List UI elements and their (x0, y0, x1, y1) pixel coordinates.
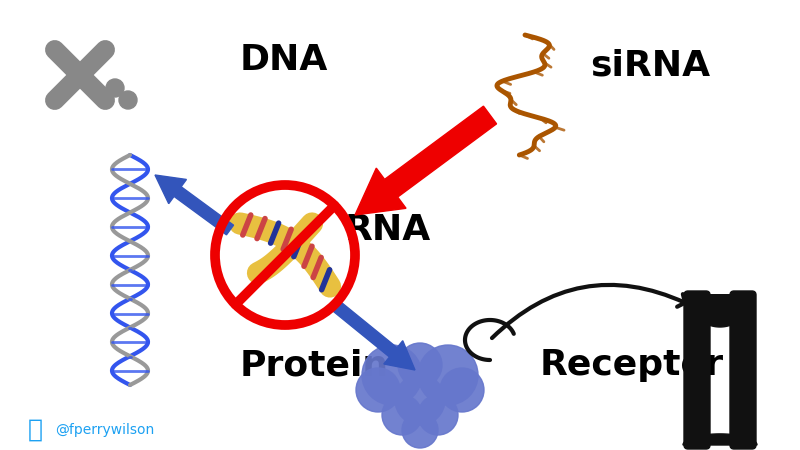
Circle shape (398, 343, 442, 387)
Text: Protein: Protein (240, 348, 389, 382)
Polygon shape (688, 295, 752, 327)
Circle shape (418, 345, 478, 405)
Text: DNA: DNA (240, 43, 328, 77)
Circle shape (418, 395, 458, 435)
FancyBboxPatch shape (684, 291, 710, 449)
Circle shape (119, 91, 137, 109)
Circle shape (440, 368, 484, 412)
Circle shape (356, 368, 400, 412)
Circle shape (72, 67, 88, 83)
Text: siRNA: siRNA (590, 48, 710, 82)
Text: RNA: RNA (345, 213, 431, 247)
Circle shape (402, 412, 438, 448)
Circle shape (382, 395, 422, 435)
Polygon shape (683, 434, 757, 445)
Circle shape (362, 345, 422, 405)
Circle shape (106, 79, 124, 97)
Polygon shape (331, 300, 415, 370)
Text: 🐦: 🐦 (27, 418, 42, 442)
FancyBboxPatch shape (730, 291, 756, 449)
Text: @fperrywilson: @fperrywilson (55, 423, 154, 437)
Circle shape (395, 375, 445, 425)
Polygon shape (355, 106, 497, 215)
Polygon shape (155, 175, 234, 235)
Text: Receptor: Receptor (540, 348, 724, 382)
